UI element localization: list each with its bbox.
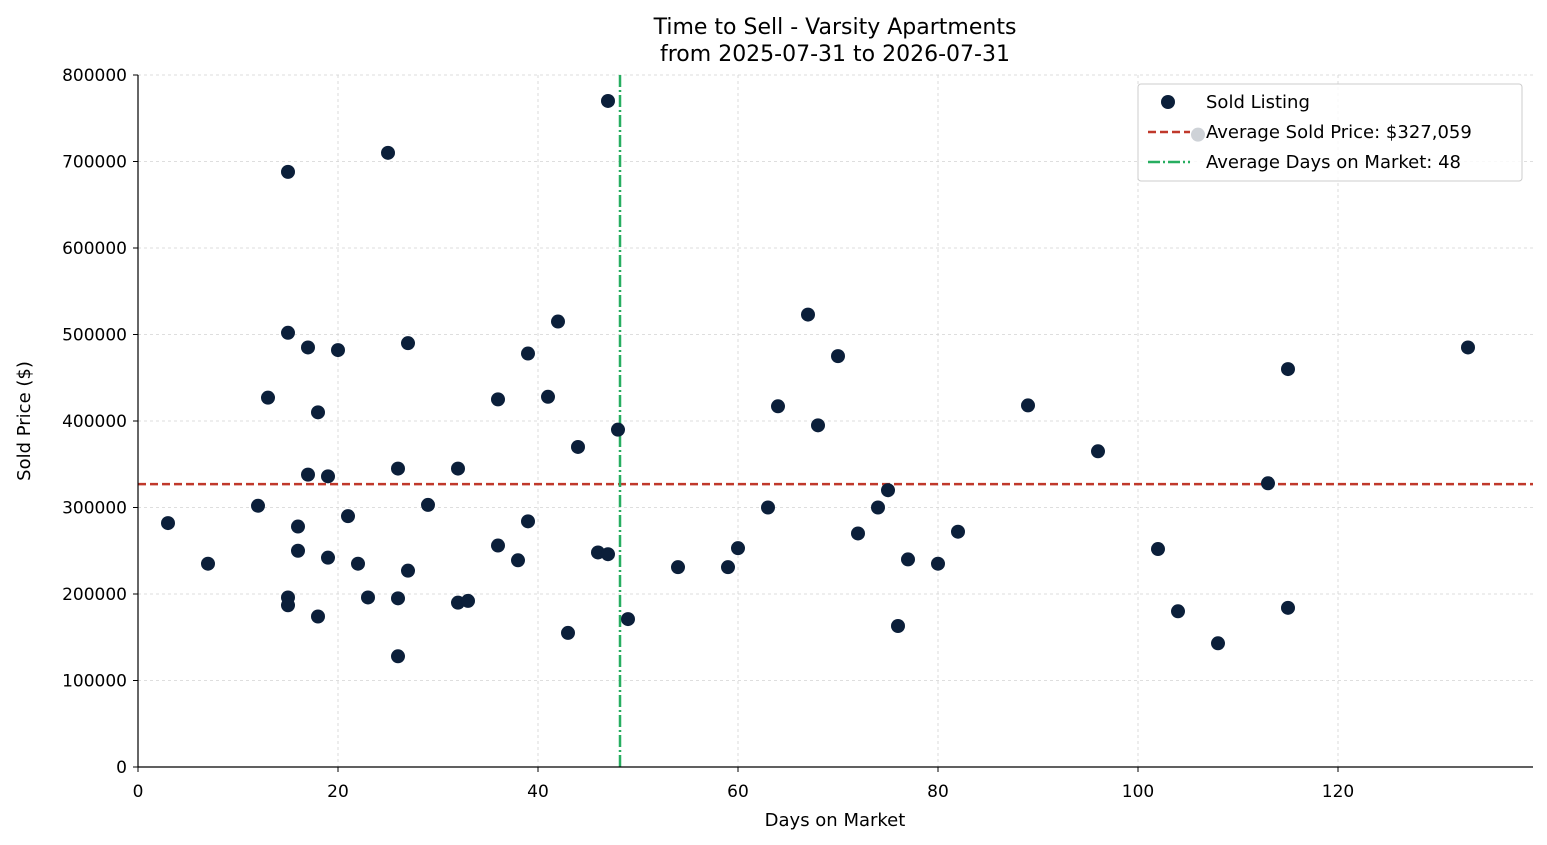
data-point [601,93,615,108]
data-point [351,556,365,571]
data-point [1151,542,1165,557]
data-point [161,516,175,531]
data-point [811,418,825,433]
data-point [881,483,895,498]
y-tick-label: 600000 [62,239,127,259]
data-point [1261,476,1275,491]
x-axis-label: Days on Market [765,810,906,831]
data-point [1171,604,1185,619]
data-point [521,346,535,361]
data-point [771,399,785,414]
y-tick-label: 300000 [62,499,127,519]
data-point [391,461,405,476]
data-point [571,439,585,454]
data-point [801,307,815,322]
data-point [901,552,915,567]
data-point [541,389,555,404]
y-tick-label: 700000 [62,153,127,173]
y-tick-label: 500000 [62,326,127,346]
x-axis-ticks: 0 20 40 60 80 100 120 [133,767,1354,802]
data-point [251,498,265,513]
data-point [291,519,305,534]
data-point [201,556,215,571]
data-point [381,145,395,160]
data-point [301,340,315,355]
data-point [551,314,565,329]
x-tick-label: 80 [927,782,949,802]
chart-title-line2: from 2025-07-31 to 2026-07-31 [660,42,1010,67]
data-point [601,547,615,562]
y-tick-label: 800000 [62,66,127,86]
data-points [161,93,1475,664]
data-point [281,598,295,613]
data-point [761,500,775,515]
data-point [391,591,405,606]
data-point [671,560,685,575]
data-point [391,649,405,664]
data-point [461,593,475,608]
data-point [511,553,525,568]
legend-label-avg-days: Average Days on Market: 48 [1206,152,1461,173]
data-point [451,461,465,476]
data-point [491,538,505,553]
x-tick-label: 120 [1322,782,1354,802]
data-point [521,514,535,529]
data-point [611,422,625,437]
data-point [721,560,735,575]
x-tick-label: 20 [327,782,349,802]
x-tick-label: 40 [527,782,549,802]
data-point [331,343,345,358]
x-tick-label: 60 [727,782,749,802]
data-point [1211,636,1225,651]
data-point [731,541,745,556]
data-point [261,390,275,405]
data-point [1091,444,1105,459]
legend-label-avg-price: Average Sold Price: $327,059 [1206,122,1472,143]
data-point [361,590,375,605]
x-tick-label: 100 [1122,782,1154,802]
chart-legend: Sold Listing Average Sold Price: $327,05… [1137,83,1523,182]
y-tick-label: 200000 [62,585,127,605]
data-point [311,609,325,624]
y-tick-label: 0 [116,758,127,778]
data-point [621,612,635,627]
data-point [311,405,325,420]
x-tick-label: 0 [133,782,144,802]
data-point [321,550,335,565]
data-point [281,164,295,179]
chart-title-line1: Time to Sell - Varsity Apartments [653,15,1017,40]
data-point [931,556,945,571]
data-point [1021,398,1035,413]
data-point [301,467,315,482]
y-tick-label: 400000 [62,412,127,432]
y-axis-label: Sold Price ($) [14,361,35,481]
data-point [1281,362,1295,377]
data-point [401,563,415,578]
data-point [341,509,355,524]
data-point [491,392,505,407]
data-point [291,543,305,558]
data-point [951,524,965,539]
data-point [321,469,335,484]
y-tick-label: 100000 [62,672,127,692]
data-point [871,500,885,515]
data-point [1281,600,1295,615]
reference-lines [138,75,1533,767]
data-point [401,336,415,351]
legend-marker-sold-listing [1161,95,1175,109]
legend-label-sold-listing: Sold Listing [1206,92,1310,113]
data-point [851,526,865,541]
y-axis-ticks: 0 100000 200000 300000 400000 500000 600000 700… [62,66,138,778]
data-point [561,625,575,640]
data-point [891,619,905,634]
legend-box [1137,83,1523,182]
data-point [421,497,435,512]
data-point [831,349,845,364]
data-point [1461,340,1475,355]
data-point [281,325,295,340]
